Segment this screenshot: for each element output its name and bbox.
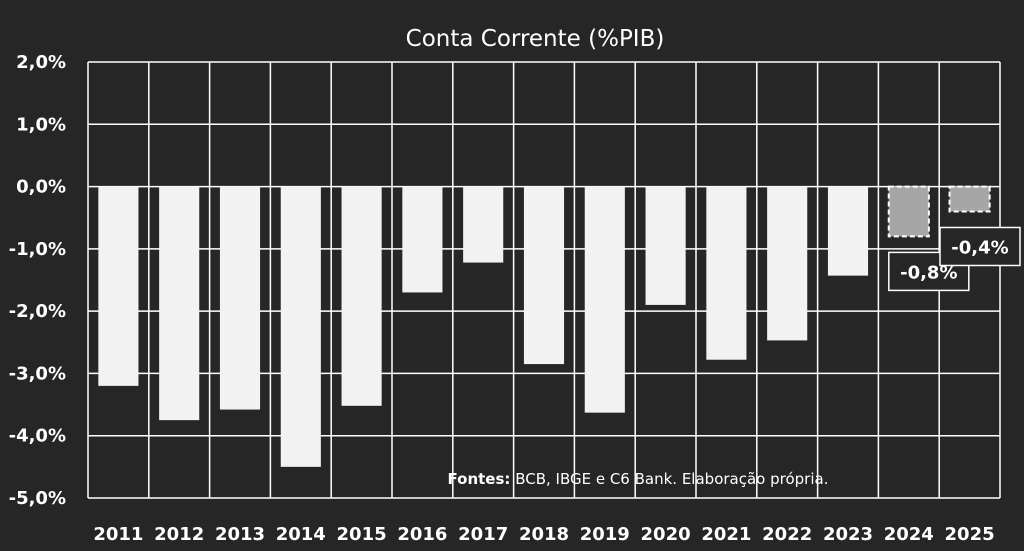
y-tick-label: -4,0% [9,426,66,447]
bar-2012 [159,186,200,421]
bar-2017 [463,186,504,263]
x-tick-label: 2020 [641,524,691,545]
bar-2022 [767,186,808,341]
bar-2020 [645,186,686,305]
y-tick-label: 1,0% [16,114,66,135]
bar-2015 [341,186,382,406]
x-tick-label: 2013 [215,524,265,545]
chart-title: Conta Corrente (%PIB) [406,26,665,52]
bar-2011 [98,186,139,386]
x-tick-label: 2023 [823,524,873,545]
y-tick-label: 2,0% [16,52,66,73]
bar-2019 [584,186,625,413]
x-tick-label: 2012 [154,524,204,545]
x-tick-label: 2021 [701,524,751,545]
bar-2021 [706,186,747,360]
y-tick-label: -1,0% [9,239,66,260]
x-tick-label: 2011 [93,524,143,545]
y-tick-label: -3,0% [9,363,66,384]
y-tick-label: -2,0% [9,301,66,322]
data-label-box-2025 [939,226,1021,267]
y-tick-label: -5,0% [9,488,66,509]
bar-2014 [280,186,321,467]
x-tick-label: 2019 [580,524,630,545]
x-tick-label: 2022 [762,524,812,545]
bar-2025 [948,185,991,213]
source-prefix: Fontes: [448,470,511,488]
x-tick-label: 2017 [458,524,508,545]
bar-2016 [402,186,443,293]
x-tick-label: 2016 [397,524,447,545]
source-annotation: Fontes: BCB, IBGE e C6 Bank. Elaboração … [448,470,829,488]
bar-2023 [827,186,869,276]
bar-2018 [523,186,565,365]
x-tick-label: 2018 [519,524,569,545]
x-tick-label: 2015 [337,524,387,545]
x-tick-label: 2025 [945,524,995,545]
bar-2024 [887,185,930,238]
x-axis-ticks: 2011 2012 2013 2014 2015 2016 2017 2018 2019 2020… [93,524,994,545]
bar-2013 [219,186,261,410]
y-tick-label: 0,0% [16,177,66,198]
y-axis-ticks: 2,0% 1,0% 0,0% -1,0% -2,0% -3,0% -4,0% -5,0% [9,52,66,509]
x-tick-label: 2014 [276,524,326,545]
data-labels: -0,8% -0,4% [888,226,1021,292]
x-tick-label: 2024 [884,524,934,545]
data-label-2024: -0,8% [900,262,957,283]
data-label-2025: -0,4% [951,237,1008,258]
source-text: BCB, IBGE e C6 Bank. Elaboração própria. [510,470,828,488]
bars [98,185,991,467]
